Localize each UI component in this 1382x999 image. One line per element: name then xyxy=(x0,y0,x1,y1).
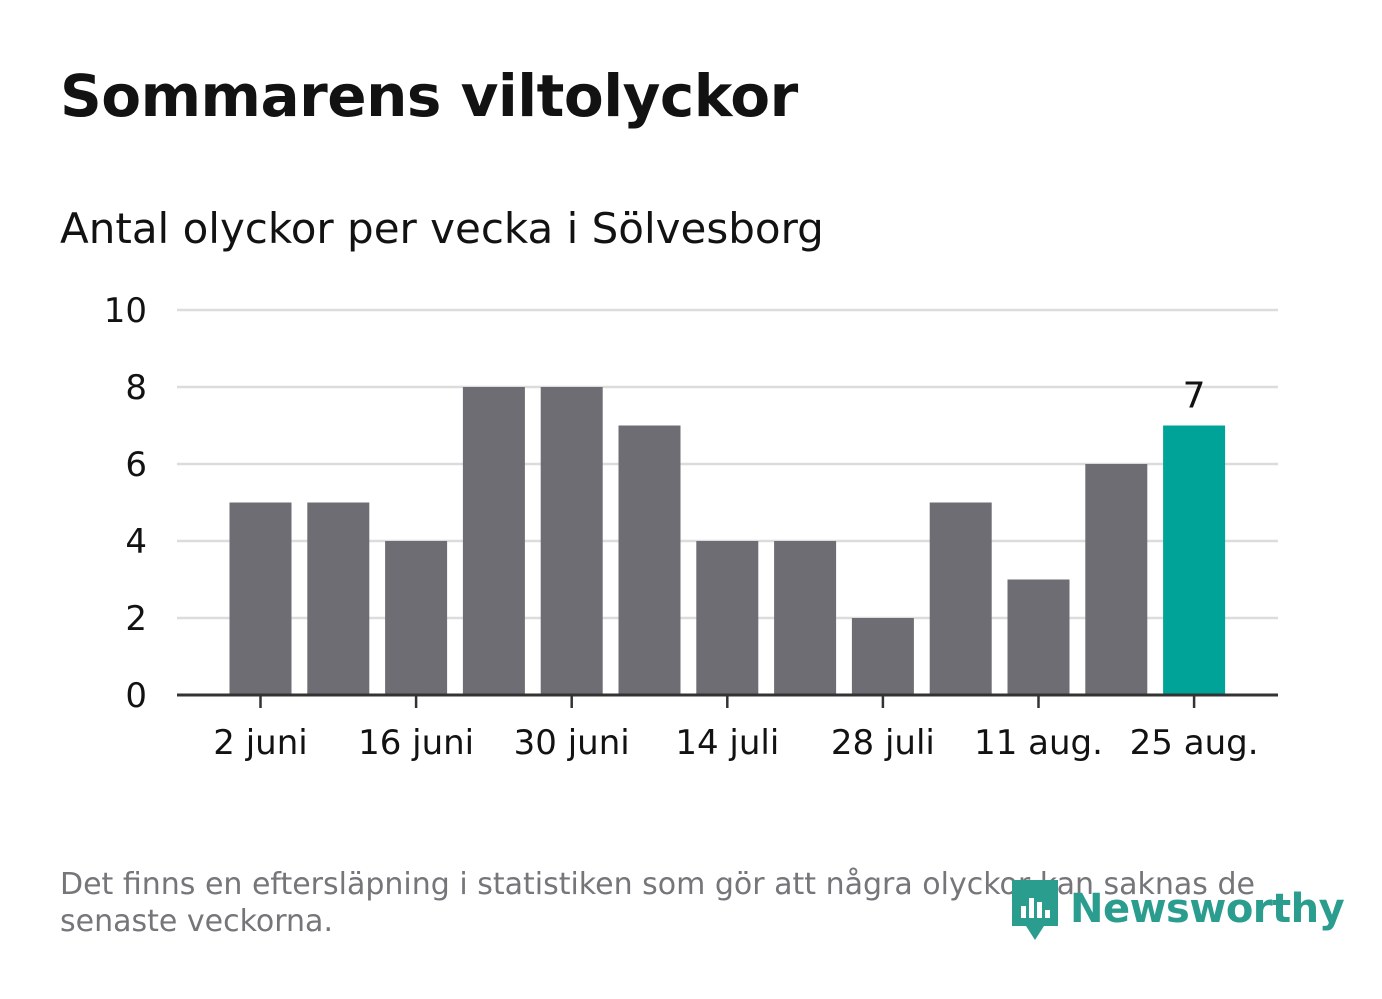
bar xyxy=(851,618,914,695)
bar xyxy=(774,541,837,695)
y-tick-label: 8 xyxy=(125,368,147,408)
x-tick-label: 11 aug. xyxy=(974,723,1103,763)
bar xyxy=(929,502,992,695)
x-tick-label: 28 juli xyxy=(831,723,935,763)
chart-subtitle: Antal olyckor per vecka i Sölvesborg xyxy=(60,204,824,253)
bar-chart: 0 2 4 6 8 10 2 juni 16 juni 30 juni 14 juli 28 jul… xyxy=(104,291,1278,763)
bar xyxy=(1085,464,1148,695)
y-tick-label: 2 xyxy=(125,599,147,639)
x-tick-label: 16 juni xyxy=(358,723,474,763)
y-tick-label: 10 xyxy=(104,291,147,331)
x-tick-label: 30 juni xyxy=(514,723,630,763)
bar xyxy=(540,387,603,695)
y-tick-label: 4 xyxy=(125,522,147,562)
bar xyxy=(462,387,525,695)
bar xyxy=(1163,425,1226,695)
bar xyxy=(696,541,759,695)
bar xyxy=(618,425,681,695)
bar xyxy=(307,502,370,695)
x-tick-label: 25 aug. xyxy=(1130,723,1259,763)
chart-title: Sommarens viltolyckor xyxy=(60,62,798,130)
bar xyxy=(385,541,448,695)
x-tick-label: 2 juni xyxy=(213,723,307,763)
brand-name: Newsworthy xyxy=(1070,886,1345,932)
bar xyxy=(1007,579,1070,695)
bar xyxy=(229,502,292,695)
x-tick-label: 14 juli xyxy=(675,723,779,763)
y-tick-label: 6 xyxy=(125,445,147,485)
data-label: 7 xyxy=(1183,376,1206,417)
brand-logo: Newsworthy xyxy=(1010,876,1345,942)
newsworthy-logo-icon xyxy=(1012,880,1058,940)
y-tick-label: 0 xyxy=(125,676,147,716)
